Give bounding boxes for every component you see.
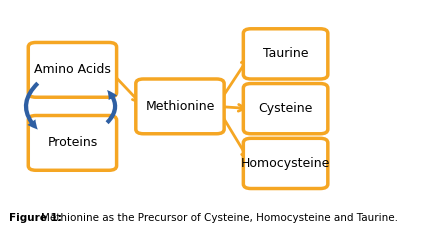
FancyBboxPatch shape (28, 116, 117, 170)
Text: Methionine as the Precursor of Cysteine, Homocysteine and Taurine.: Methionine as the Precursor of Cysteine,… (41, 213, 397, 223)
FancyBboxPatch shape (243, 138, 327, 188)
Text: Taurine: Taurine (262, 47, 307, 60)
Text: Methionine: Methionine (145, 100, 214, 113)
FancyBboxPatch shape (28, 43, 117, 97)
FancyArrowPatch shape (106, 90, 117, 124)
Text: Proteins: Proteins (47, 136, 97, 149)
FancyBboxPatch shape (243, 29, 327, 79)
Text: Homocysteine: Homocysteine (240, 157, 329, 170)
Text: Figure 1:: Figure 1: (9, 213, 65, 223)
Text: Amino Acids: Amino Acids (34, 63, 111, 76)
FancyArrowPatch shape (24, 82, 39, 130)
Text: Cysteine: Cysteine (258, 102, 312, 115)
FancyBboxPatch shape (243, 84, 327, 134)
FancyBboxPatch shape (135, 79, 224, 134)
